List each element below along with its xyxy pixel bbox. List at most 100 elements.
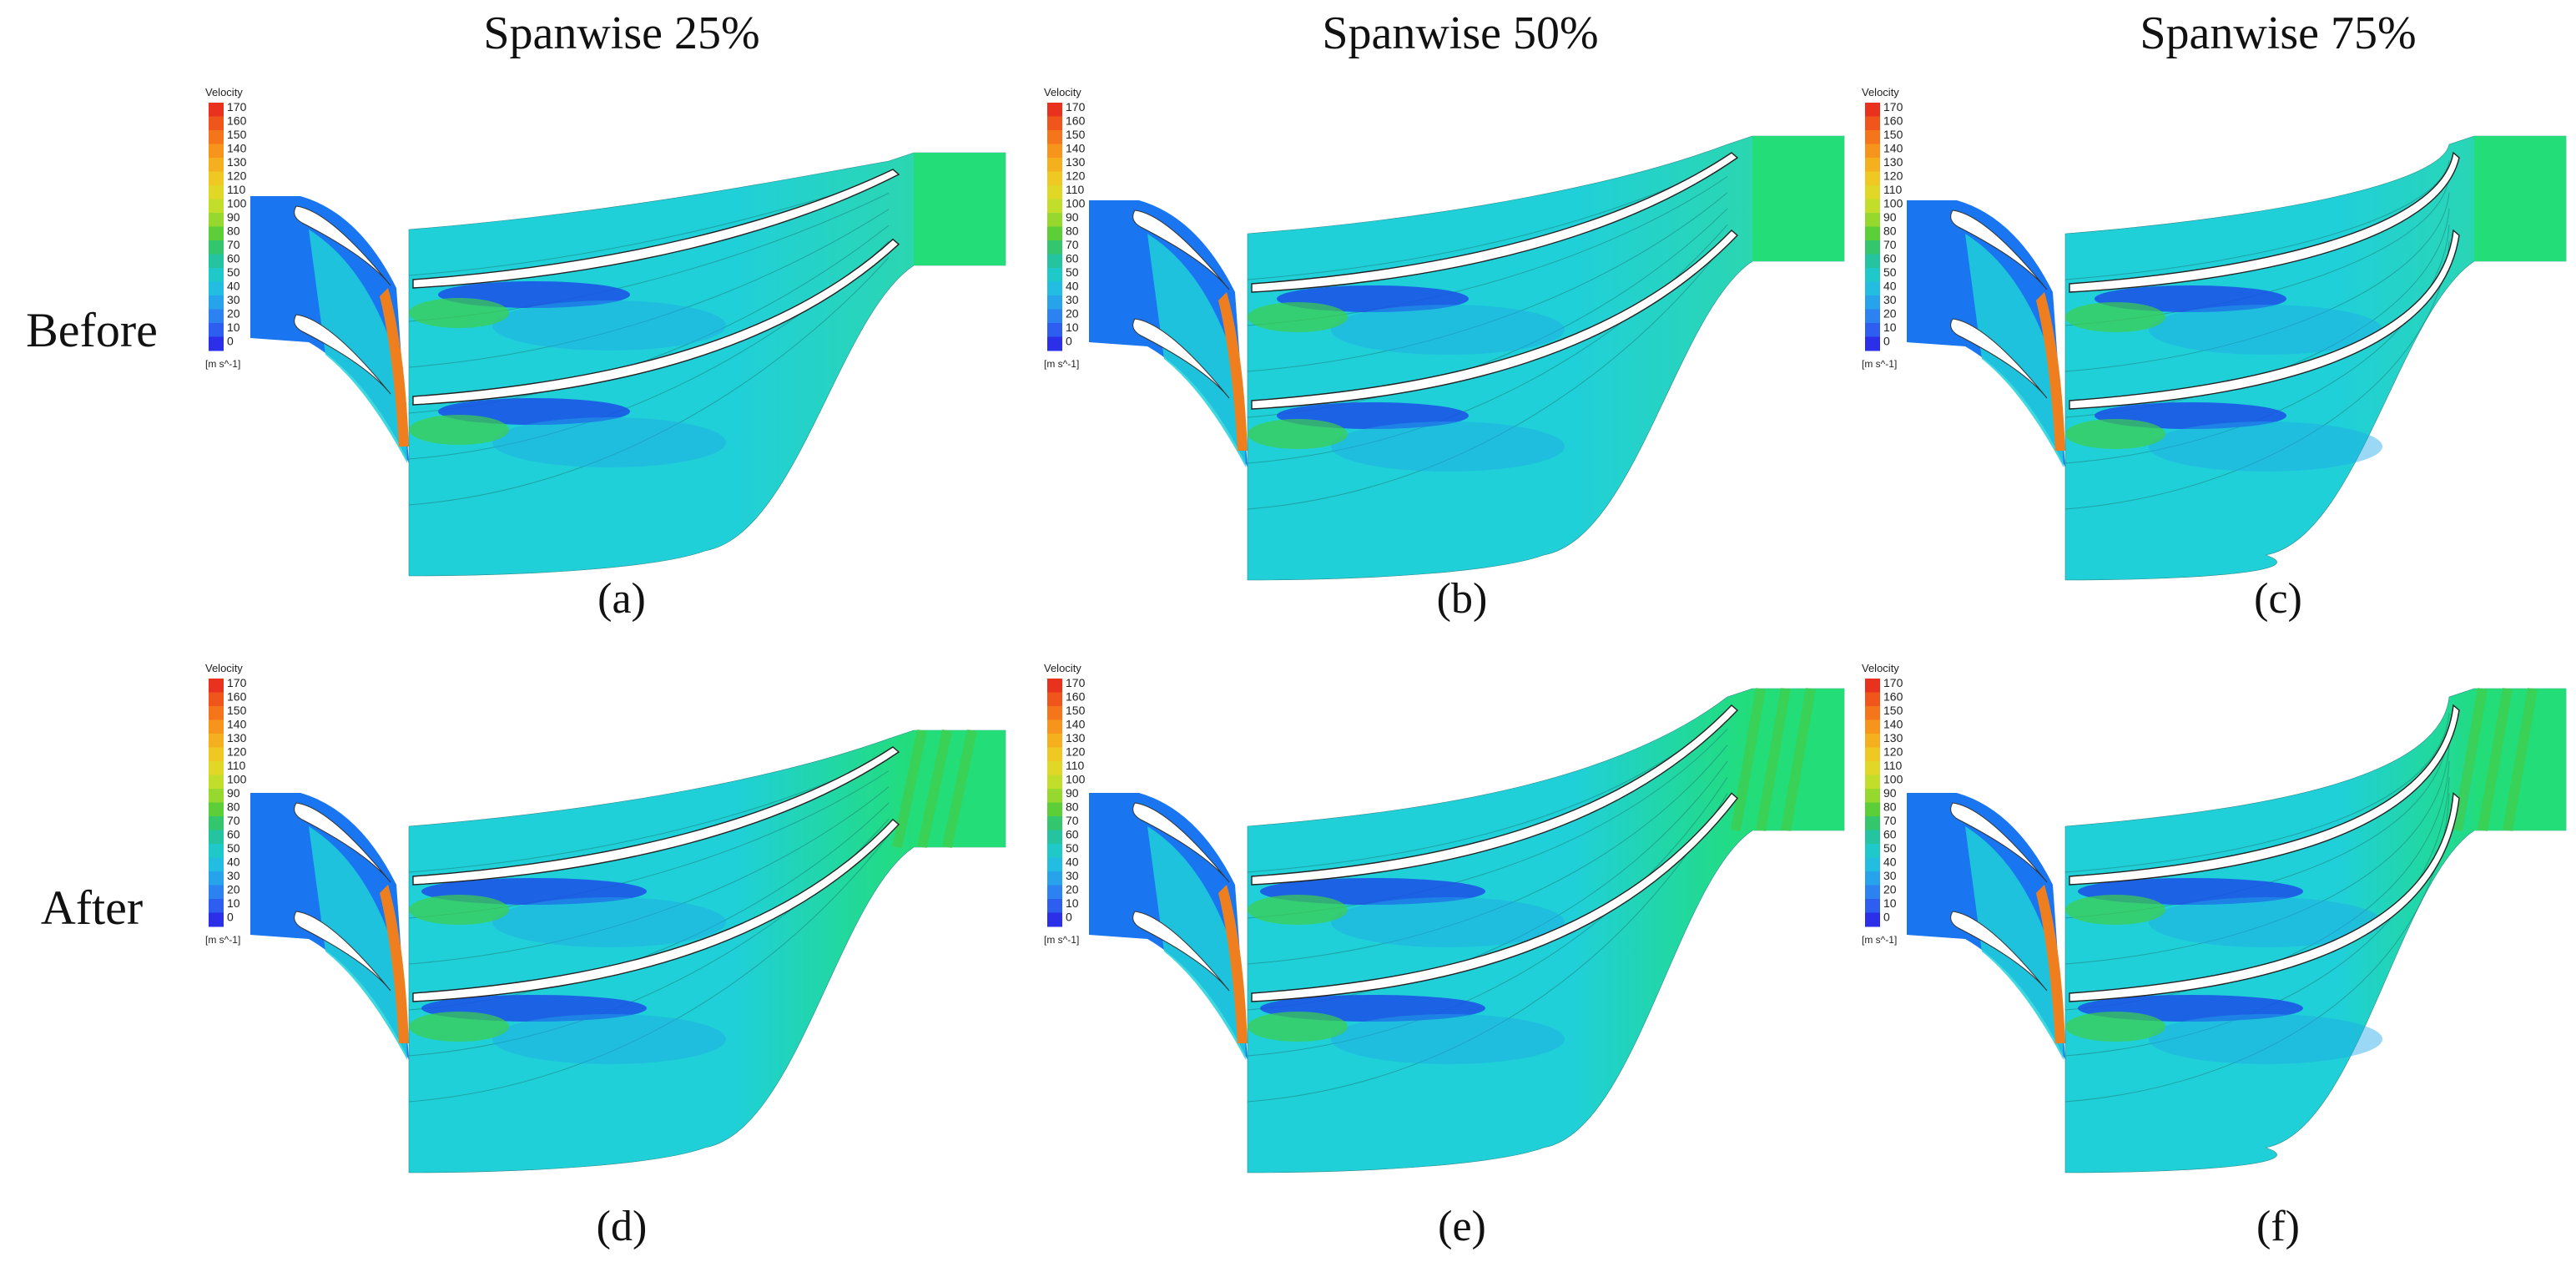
colorbar-tick: 30 <box>1066 293 1079 306</box>
colorbar-segment <box>1047 679 1062 693</box>
colorbar-tick: 80 <box>1883 225 1897 238</box>
outlet-wake-streak <box>2452 687 2488 832</box>
colorbar-tick: 30 <box>1883 293 1897 306</box>
rotor-blade <box>2069 151 2460 293</box>
colorbar-segment <box>1865 692 1880 707</box>
throat-high-velocity <box>380 288 409 447</box>
colorbar-tick: 30 <box>1883 869 1897 882</box>
elevated-velocity-zone <box>1248 1012 1348 1042</box>
throat-high-velocity <box>2036 885 2065 1043</box>
colorbar-tick: 150 <box>1883 704 1903 717</box>
flow-passage <box>408 152 1006 577</box>
colorbar-segment <box>1865 254 1880 269</box>
colorbar-segment <box>1047 144 1062 159</box>
colorbar-segment <box>1047 692 1062 707</box>
colorbar-tick: 90 <box>1066 210 1079 224</box>
colorbar-tick: 40 <box>1883 280 1897 293</box>
guide-vane <box>1132 802 1230 883</box>
colorbar-segment <box>209 103 224 117</box>
colorbar-segment <box>209 734 224 748</box>
contour-line <box>1247 192 1728 372</box>
colorbar-segment <box>209 185 224 199</box>
rotor-blade <box>412 746 900 886</box>
colorbar-tick: 50 <box>1066 841 1079 855</box>
colorbar-tick: 150 <box>1883 128 1903 141</box>
colorbar-segment <box>1047 336 1062 351</box>
contour-panel-c: Velocity17016015014013012011010090807060… <box>1862 86 2567 581</box>
colorbar-tick: 100 <box>1066 773 1086 786</box>
colorbar-tick: 0 <box>227 335 234 348</box>
colorbar-tick: 20 <box>1066 307 1079 320</box>
colorbar-segment <box>1047 309 1062 324</box>
colorbar-tick: 20 <box>1883 883 1897 896</box>
colorbar-segment <box>209 844 224 858</box>
mid-velocity-zone <box>492 417 726 467</box>
colorbar-segment <box>209 295 224 310</box>
colorbar-title: Velocity <box>205 662 243 674</box>
rotor-blade <box>412 169 900 289</box>
colorbar-tick: 120 <box>1066 745 1086 759</box>
contour-panel-d: Velocity17016015014013012011010090807060… <box>205 662 1006 1173</box>
guide-vane <box>1950 802 2048 883</box>
colorbar-unit: [m s^-1] <box>1044 358 1079 370</box>
contour-line <box>2064 160 2450 280</box>
colorbar-segment <box>1047 185 1062 199</box>
colorbar-tick: 10 <box>227 320 240 334</box>
colorbar-tick: 70 <box>227 238 240 251</box>
colorbar-tick: 70 <box>1883 814 1897 827</box>
colorbar-tick: 60 <box>1066 252 1079 265</box>
colorbar-tick: 150 <box>227 704 247 717</box>
colorbar-tick: 110 <box>227 183 246 196</box>
guide-vane <box>294 205 391 286</box>
colorbar-segment <box>209 226 224 241</box>
contour-line <box>2064 240 2450 510</box>
contour-line <box>2064 192 2450 372</box>
colorbar-tick: 110 <box>1066 183 1085 196</box>
mid-velocity-zone <box>2149 421 2382 472</box>
guide-vane <box>1950 318 2048 399</box>
colorbar-tick: 50 <box>1883 841 1897 855</box>
colorbar-tick: 90 <box>1066 786 1079 800</box>
inlet-passage <box>1965 826 2064 1060</box>
colorbar-segment <box>1047 816 1062 830</box>
colorbar-segment <box>1865 130 1880 144</box>
throat-high-velocity <box>1218 885 1248 1043</box>
colorbar-segment <box>209 116 224 131</box>
colorbar-segment <box>1865 103 1880 117</box>
mid-velocity-zone <box>2149 897 2382 947</box>
colorbar-tick: 130 <box>1066 731 1086 744</box>
colorbar-segment <box>1865 844 1880 858</box>
colorbar-segment <box>1047 130 1062 144</box>
colorbar-tick: 80 <box>1883 800 1897 814</box>
colorbar-unit: [m s^-1] <box>205 934 240 946</box>
outlet-wake-streak <box>942 729 977 849</box>
guide-vane <box>1132 911 1230 992</box>
rotor-blade <box>2069 229 2460 410</box>
flow-passage <box>408 729 1006 1173</box>
colorbar-tick: 170 <box>227 676 247 689</box>
colorbar-segment <box>209 336 224 351</box>
colorbar-tick: 140 <box>1883 718 1903 731</box>
colorbar-segment <box>1865 719 1880 734</box>
colorbar-tick: 40 <box>1066 856 1079 869</box>
contour-line <box>408 835 890 1103</box>
colorbar-unit: [m s^-1] <box>1044 934 1079 946</box>
colorbar-tick: 60 <box>227 252 240 265</box>
colorbar-tick: 170 <box>1883 676 1903 689</box>
colorbar-title: Velocity <box>1862 86 1899 98</box>
colorbar-tick: 40 <box>1066 280 1079 293</box>
colorbar-tick: 10 <box>1883 896 1897 910</box>
colorbar-segment <box>1047 323 1062 337</box>
mid-velocity-zone <box>492 897 726 947</box>
colorbar-segment <box>1047 719 1062 734</box>
colorbar-segment <box>1865 857 1880 872</box>
inlet-passage <box>1147 234 1246 467</box>
colorbar-tick: 10 <box>1883 320 1897 334</box>
colorbar-tick: 130 <box>1883 155 1903 169</box>
colorbar-segment <box>1047 226 1062 241</box>
colorbar-tick: 140 <box>1066 718 1086 731</box>
colorbar-segment <box>209 857 224 872</box>
colorbar-tick: 120 <box>1883 169 1903 183</box>
colorbar-tick: 90 <box>227 786 240 800</box>
colorbar-segment <box>1047 103 1062 117</box>
